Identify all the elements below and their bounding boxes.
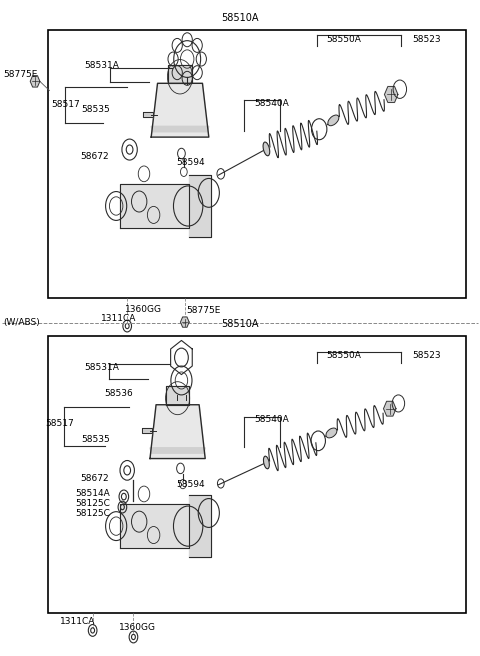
Ellipse shape: [263, 142, 270, 155]
Text: 58125C: 58125C: [75, 509, 110, 518]
Polygon shape: [120, 504, 189, 548]
Text: 58594: 58594: [177, 157, 205, 167]
Ellipse shape: [328, 115, 339, 126]
Polygon shape: [150, 405, 205, 459]
Text: 58775E: 58775E: [3, 70, 38, 79]
Polygon shape: [30, 75, 40, 87]
Text: 58510A: 58510A: [221, 13, 259, 23]
Text: 58125C: 58125C: [75, 499, 110, 508]
Polygon shape: [189, 174, 211, 237]
Polygon shape: [384, 87, 398, 102]
Text: 1311CA: 1311CA: [101, 314, 136, 323]
Text: (W/ABS): (W/ABS): [3, 318, 40, 327]
Bar: [48, 30, 466, 298]
Text: 1311CA: 1311CA: [60, 617, 96, 626]
Text: 58540A: 58540A: [254, 415, 289, 424]
Polygon shape: [150, 448, 205, 453]
Text: 58535: 58535: [82, 105, 110, 114]
Text: 58594: 58594: [177, 480, 205, 489]
Ellipse shape: [264, 456, 269, 469]
Text: 58531A: 58531A: [84, 363, 119, 372]
Text: 58672: 58672: [81, 152, 109, 161]
Polygon shape: [120, 184, 189, 228]
Text: 58517: 58517: [51, 100, 80, 110]
Polygon shape: [189, 495, 211, 558]
Ellipse shape: [326, 428, 337, 438]
Text: 58535: 58535: [82, 435, 110, 444]
Text: 58672: 58672: [81, 474, 109, 483]
Text: 58523: 58523: [412, 35, 441, 44]
Polygon shape: [151, 127, 209, 132]
Text: 58550A: 58550A: [326, 35, 361, 44]
Text: 58536: 58536: [105, 389, 133, 398]
Text: 1360GG: 1360GG: [125, 305, 162, 314]
Text: 1360GG: 1360GG: [119, 623, 156, 632]
Bar: [48, 336, 466, 613]
Text: 58540A: 58540A: [254, 99, 289, 108]
Text: 58523: 58523: [412, 351, 441, 360]
Text: 58510A: 58510A: [221, 319, 259, 329]
Text: 58775E: 58775E: [186, 306, 221, 316]
Text: 58531A: 58531A: [84, 61, 119, 70]
Polygon shape: [384, 401, 396, 416]
Polygon shape: [151, 83, 209, 137]
Text: 58517: 58517: [46, 419, 74, 428]
Polygon shape: [180, 317, 189, 327]
Polygon shape: [143, 112, 153, 117]
Polygon shape: [168, 65, 192, 83]
Polygon shape: [166, 386, 189, 405]
Polygon shape: [142, 428, 152, 433]
Text: 58550A: 58550A: [326, 351, 361, 360]
Text: 58514A: 58514A: [75, 489, 110, 498]
